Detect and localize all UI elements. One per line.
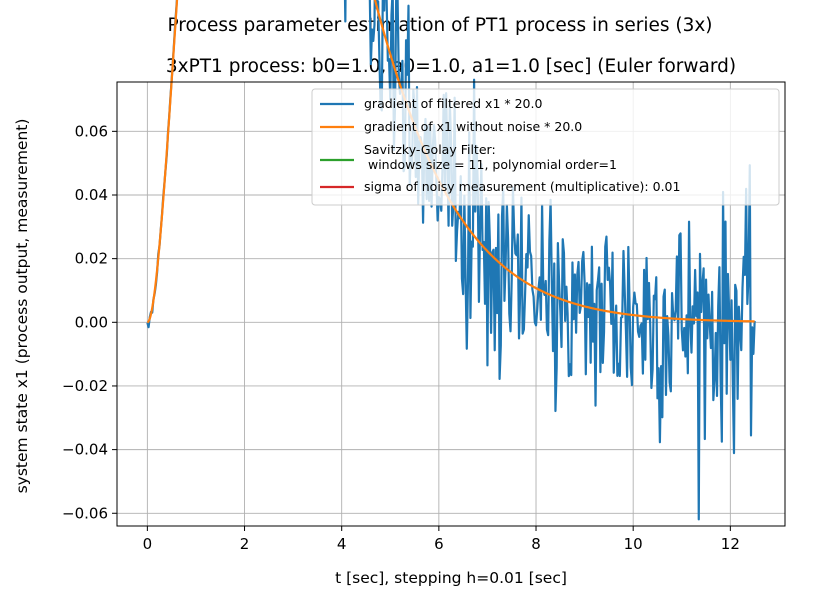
x-tick-label: 2 xyxy=(240,535,250,553)
series-line-filtered-gradient xyxy=(146,0,756,521)
x-tick-label: 6 xyxy=(434,535,444,553)
x-tick-label: 8 xyxy=(531,535,541,553)
y-tick-label: 0.06 xyxy=(75,122,108,140)
legend-box xyxy=(311,88,780,206)
x-tick-label: 0 xyxy=(143,535,153,553)
legend-label: gradient of filtered x1 * 20.0 xyxy=(364,96,542,111)
y-tick-label: −0.02 xyxy=(62,377,108,395)
y-axis-label: system state x1 (process output, measure… xyxy=(13,119,31,494)
y-tick-label: −0.04 xyxy=(62,441,108,459)
legend-label: gradient of x1 without noise * 20.0 xyxy=(364,119,582,134)
legend: gradient of filtered x1 * 20.0 gradient o… xyxy=(311,88,780,206)
plot-frame xyxy=(116,81,786,527)
x-tick-label: 10 xyxy=(624,535,643,553)
y-tick-label: 0.04 xyxy=(75,186,108,204)
legend-label: Savitzky-Golay Filter: windows size = 11… xyxy=(364,142,617,172)
chart-title: 3xPT1 process: b0=1.0, a0=1.0, a1=1.0 [s… xyxy=(166,56,736,77)
y-tick-label: −0.06 xyxy=(62,504,108,522)
legend-label: sigma of noisy measurement (multiplicati… xyxy=(364,179,680,194)
y-tick-label: 0.02 xyxy=(75,250,108,268)
x-axis-label: t [sec], stepping h=0.01 [sec] xyxy=(335,569,567,587)
chart-suptitle: Process parameter estimation of PT1 proc… xyxy=(167,15,712,36)
x-tick-label: 4 xyxy=(337,535,347,553)
y-tick-label: 0.00 xyxy=(75,313,108,331)
x-tick-label: 12 xyxy=(721,535,740,553)
axis-ticks: 0 2 4 6 8 10 12 −0.06 −0.04 −0.02 0.00 0.02 0.04 0.06 xyxy=(62,122,740,553)
series-layer xyxy=(146,0,756,521)
